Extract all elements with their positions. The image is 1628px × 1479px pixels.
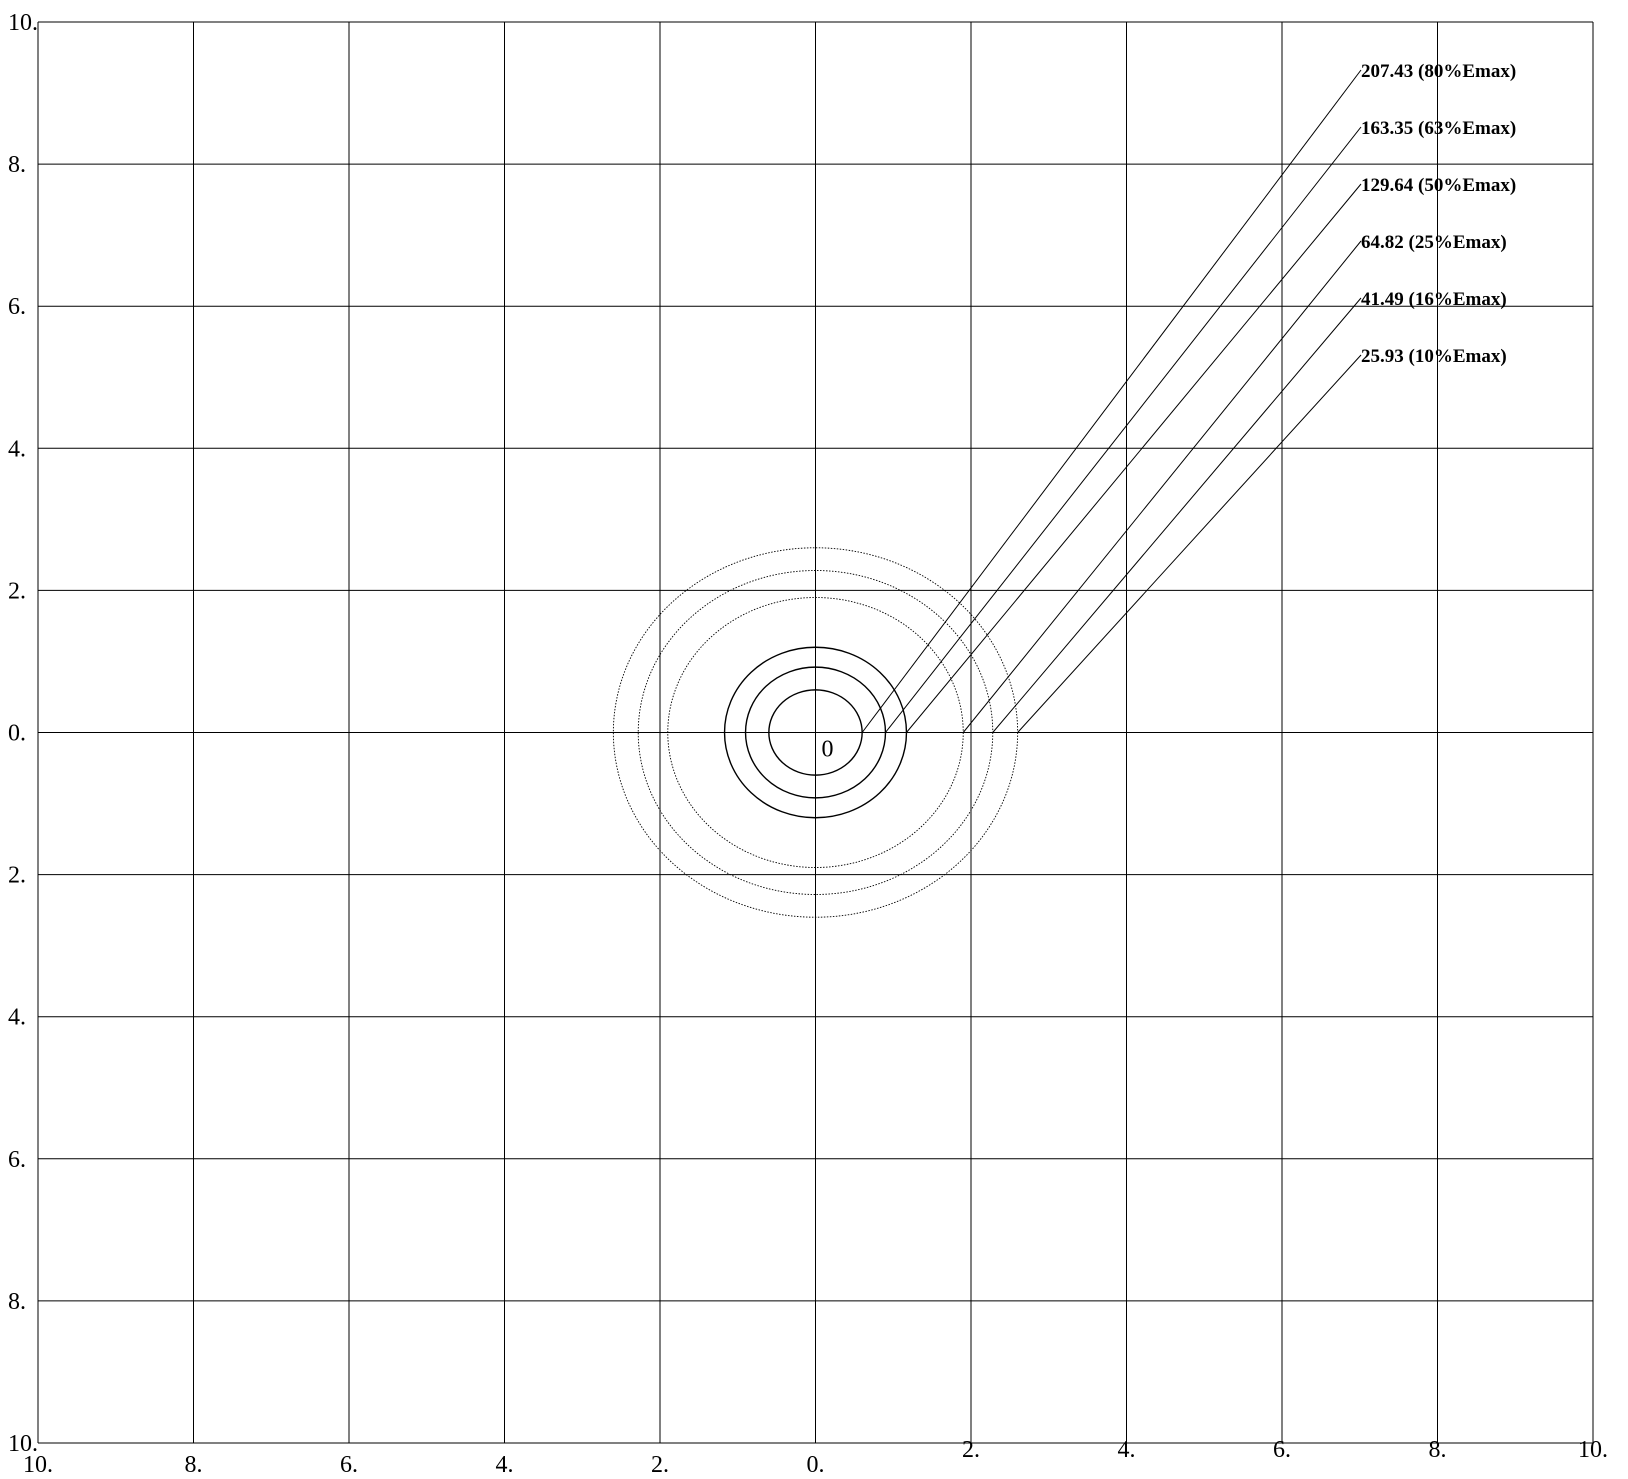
x-tick-label-8: 6. xyxy=(1273,1437,1291,1463)
level-label-80: 207.43 (80%Emax) xyxy=(1361,61,1516,82)
leader-line-16 xyxy=(992,297,1362,733)
x-tick-label-10: 10. xyxy=(1578,1437,1608,1463)
x-tick-label-2: 6. xyxy=(340,1452,358,1478)
y-tick-label-10: 10. xyxy=(8,1431,38,1457)
contour-ring-80 xyxy=(768,689,863,776)
level-labels: 207.43 (80%Emax) 163.35 (63%Emax) 129.64 (… xyxy=(1361,61,1516,367)
contour-ring-10 xyxy=(612,547,1019,918)
leader-lines xyxy=(861,69,1362,733)
x-tick-label-4: 2. xyxy=(651,1452,669,1478)
leader-line-80 xyxy=(861,69,1362,733)
y-tick-label-6: 2. xyxy=(8,863,26,889)
x-tick-label-5: 0. xyxy=(807,1452,825,1478)
y-tick-label-9: 8. xyxy=(8,1289,26,1315)
leader-line-10 xyxy=(1017,354,1362,733)
tick-labels: 10.8.6.4.2.0.2.4.6.8.10.10. 8. 6. 4. 2. 0.2. 4… xyxy=(8,10,1608,1478)
x-tick-label-9: 8. xyxy=(1429,1437,1447,1463)
y-tick-label-4: 2. xyxy=(8,578,26,604)
y-tick-label-8: 6. xyxy=(8,1147,26,1173)
x-tick-label-0: 10. xyxy=(23,1452,53,1478)
level-label-10: 25.93 (10%Emax) xyxy=(1361,346,1507,367)
y-tick-label-0: 10. xyxy=(8,10,38,36)
y-tick-label-5: 0. xyxy=(8,721,26,747)
level-label-50: 129.64 (50%Emax) xyxy=(1361,175,1516,196)
origin-label: 0 xyxy=(822,737,834,763)
x-tick-label-3: 4. xyxy=(496,1452,514,1478)
level-label-63: 163.35 (63%Emax) xyxy=(1361,118,1516,139)
y-tick-label-2: 6. xyxy=(8,294,26,320)
x-tick-label-6: 2. xyxy=(962,1437,980,1463)
leader-line-50 xyxy=(906,183,1362,733)
y-tick-label-1: 8. xyxy=(8,152,26,178)
y-tick-label-7: 4. xyxy=(8,1005,26,1031)
grid xyxy=(37,21,1594,1444)
y-tick-label-3: 4. xyxy=(8,436,26,462)
x-tick-label-7: 4. xyxy=(1118,1437,1136,1463)
level-label-16: 41.49 (16%Emax) xyxy=(1361,289,1507,310)
level-label-25: 64.82 (25%Emax) xyxy=(1361,232,1507,253)
leader-line-63 xyxy=(885,126,1362,733)
contour-ring-50 xyxy=(723,646,908,819)
x-tick-label-1: 8. xyxy=(185,1452,203,1478)
leader-line-25 xyxy=(962,240,1362,733)
